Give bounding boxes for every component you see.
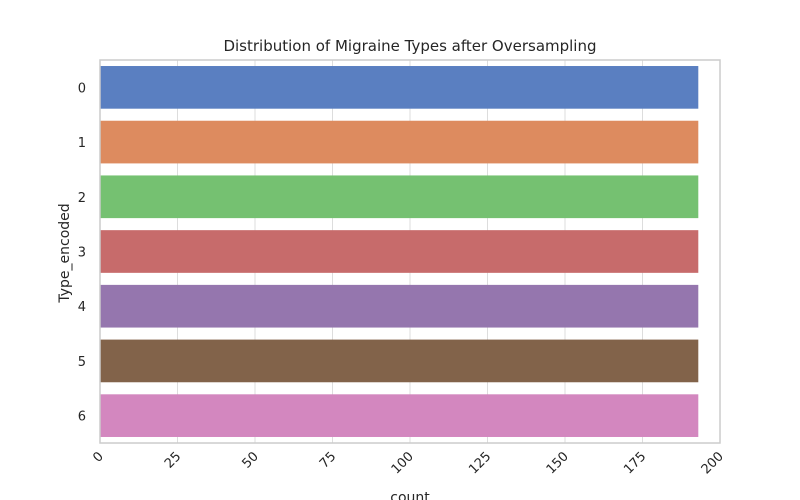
x-tick-label: 175 [621, 449, 649, 477]
bar-3 [100, 230, 699, 273]
plot-frame [99, 59, 721, 444]
y-tick-label: 5 [78, 355, 86, 370]
x-tick-label: 50 [240, 449, 262, 471]
bar-0 [100, 66, 699, 109]
bar-6 [100, 394, 699, 437]
x-tick-label: 100 [389, 449, 417, 477]
bar-5 [100, 339, 699, 383]
y-tick-label: 1 [78, 136, 86, 151]
bar-1 [100, 120, 699, 164]
x-tick-labels: 0 25 50 75 100 125 150 175 200 [90, 449, 726, 477]
x-tick-label: 150 [544, 449, 572, 477]
y-axis-title: Type_encoded [57, 203, 73, 303]
bar-4 [100, 284, 699, 328]
x-tick-label: 75 [317, 449, 339, 471]
y-tick-label: 4 [78, 300, 86, 315]
y-tick-label: 6 [78, 410, 86, 425]
x-tick-label: 200 [699, 449, 727, 477]
chart-title: Distribution of Migraine Types after Ove… [223, 37, 596, 55]
y-tick-label: 2 [78, 191, 86, 206]
x-axis-title: count [390, 490, 430, 500]
bar-2 [100, 175, 699, 219]
x-tick-label: 25 [162, 449, 184, 471]
bars [100, 66, 699, 437]
y-tick-label: 3 [78, 246, 86, 261]
x-tick-label: 125 [466, 449, 494, 477]
y-tick-label: 0 [78, 81, 86, 96]
y-tick-labels: 0 1 2 3 4 5 6 [78, 81, 86, 424]
x-tick-label: 0 [90, 449, 106, 465]
